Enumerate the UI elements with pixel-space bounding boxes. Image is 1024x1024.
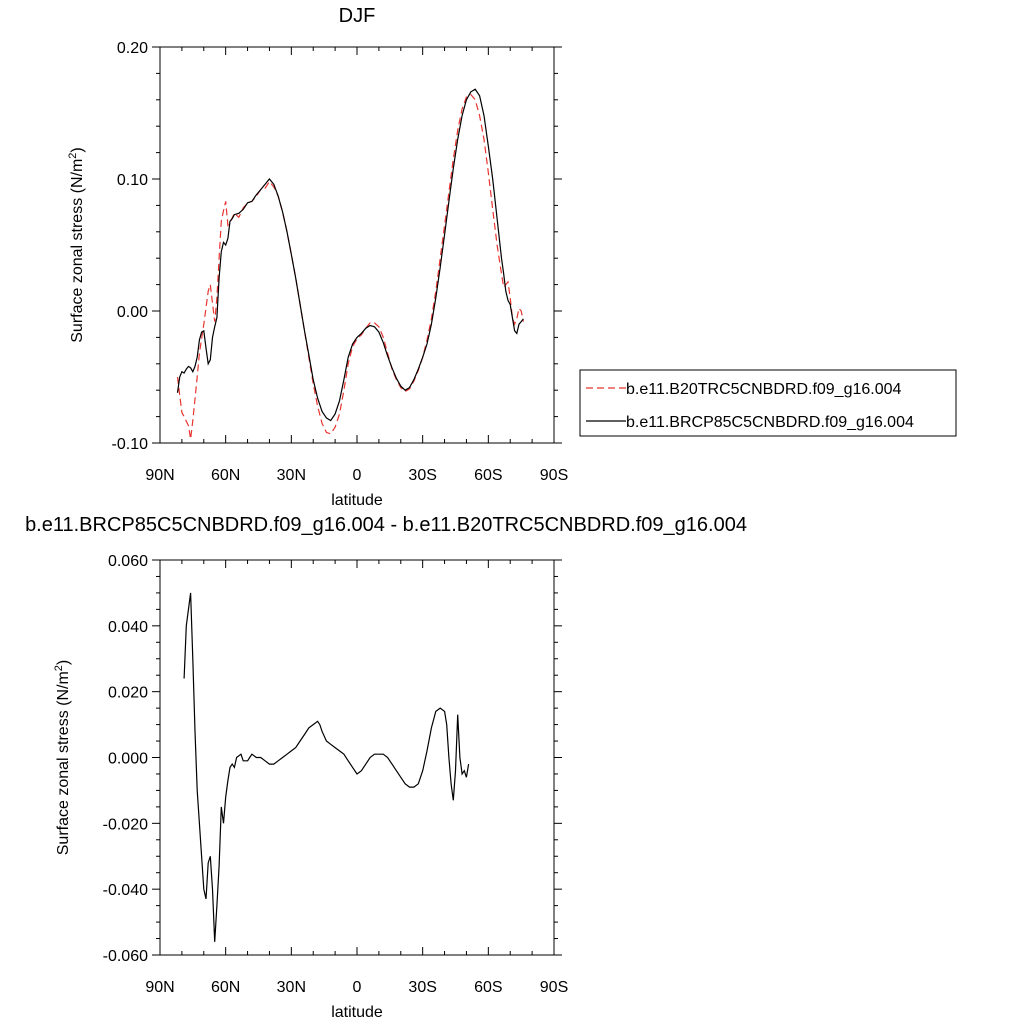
panel2-ytick-label: 0.000 [108, 751, 148, 768]
panel2-ytick-label: 0.020 [108, 685, 148, 702]
panel1-ytick-label: 0.00 [117, 304, 148, 321]
panel1-xlabel: latitude [331, 492, 383, 509]
legend-box [579, 369, 957, 437]
panel1-xtick-label: 30S [408, 467, 436, 484]
panel1-ytick-label: -0.10 [112, 436, 149, 453]
panel2-ytick-label: 0.040 [108, 619, 148, 636]
panel2-xtick-label: 60S [474, 979, 502, 996]
panel2-xtick-label: 90S [540, 979, 568, 996]
panel1-series-2-line [176, 88, 524, 422]
panel1-xtick-label: 90S [540, 467, 568, 484]
panel2-xtick-label: 30S [408, 979, 436, 996]
legend-label-2: b.e11.BRCP85C5CNBDRD.f09_g16.004 [626, 414, 914, 431]
panel1-title: DJF [339, 5, 376, 27]
panel1-ytick-label: 0.20 [117, 40, 148, 57]
panel1-xtick-label: 30N [277, 467, 306, 484]
panel2-xtick-label: 60N [211, 979, 240, 996]
panel2-xlabel: latitude [331, 1004, 383, 1021]
panel2-title: b.e11.BRCP85C5CNBDRD.f09_g16.004 - b.e11… [25, 514, 747, 536]
panel1-xtick-label: 0 [353, 467, 362, 484]
panel2-ytick-label: -0.040 [103, 882, 148, 899]
panel2-frame [159, 559, 555, 956]
legend-label-1: b.e11.B20TRC5CNBDRD.f09_g16.004 [626, 381, 902, 398]
panel1-series-1-line [176, 93, 524, 440]
panel2-ytick-label: -0.060 [103, 948, 148, 965]
panel2-xtick-label: 90N [145, 979, 174, 996]
panel1-ylabel: Surface zonal stress (N/m2) [67, 147, 86, 343]
panel2-series-1-line [183, 592, 470, 942]
panel1-xtick-label: 60S [474, 467, 502, 484]
panel1-xtick-label: 90N [145, 467, 174, 484]
panel2-xtick-label: 30N [277, 979, 306, 996]
panel1-ytick-label: 0.10 [117, 172, 148, 189]
panel2-xtick-label: 0 [353, 979, 362, 996]
panel2-ytick-label: 0.060 [108, 553, 148, 570]
panel1-frame [159, 46, 555, 444]
panel1-xtick-label: 60N [211, 467, 240, 484]
panel2-ytick-label: -0.020 [103, 816, 148, 833]
panel2-ylabel: Surface zonal stress (N/m2) [53, 660, 72, 856]
